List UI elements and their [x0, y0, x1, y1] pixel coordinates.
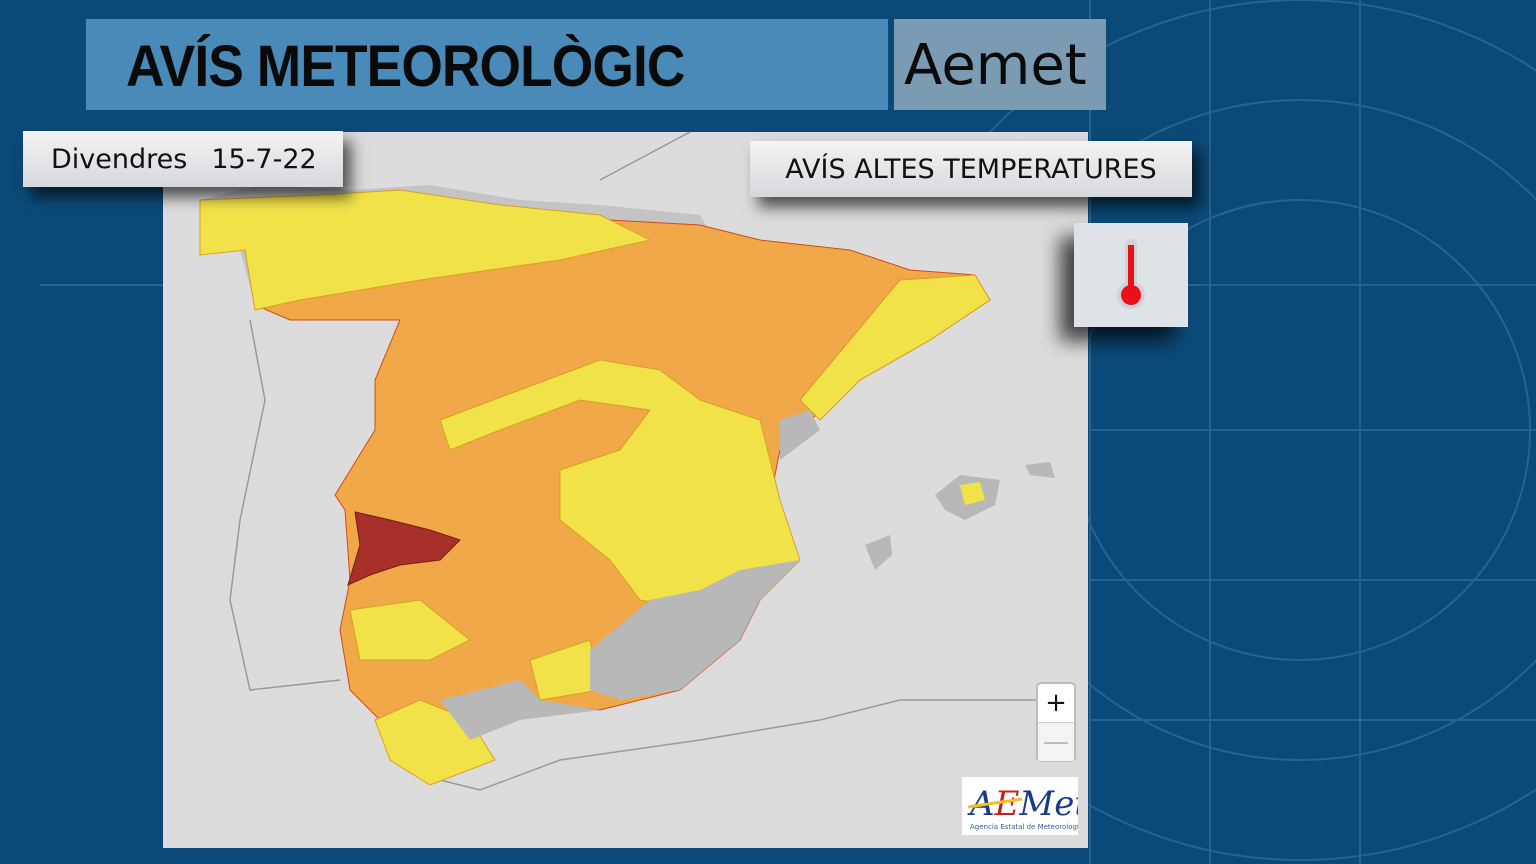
thermometer-icon-box [1074, 223, 1188, 327]
brand-box: Aemet [894, 19, 1106, 110]
date-value: 15-7-22 [211, 143, 317, 175]
balearic-yellow [960, 482, 985, 505]
red-warning-region [347, 511, 461, 586]
warning-type-label: AVÍS ALTES TEMPERATURES [750, 141, 1192, 197]
yellow-region-north [199, 189, 652, 311]
no-warning-malaga-coast [440, 680, 600, 740]
warning-map[interactable] [163, 132, 1088, 848]
brand-name: Aemet [904, 33, 1087, 98]
map-zoom-control: + — [1036, 682, 1076, 762]
no-warning-east-coast [780, 410, 820, 460]
date-label: Divendres 15-7-22 [23, 131, 343, 187]
svg-text:Agencia Estatal de Meteorologí: Agencia Estatal de Meteorología [970, 823, 1078, 831]
title-bar: AVÍS METEOROLÒGIC [86, 19, 888, 110]
balearic-ibiza [865, 535, 892, 570]
day-name: Divendres [51, 143, 188, 175]
aemet-logo: AEMet Agencia Estatal de Meteorología [962, 777, 1078, 835]
spain-map [199, 132, 1055, 791]
thermometer-icon [1117, 239, 1145, 309]
no-warning-south-coast [590, 560, 800, 700]
balearic-menorca [1025, 462, 1055, 478]
yellow-region-south [349, 599, 471, 661]
zoom-in-button[interactable]: + [1045, 688, 1067, 718]
page-title: AVÍS METEOROLÒGIC [126, 34, 685, 99]
zoom-out-button[interactable]: — [1038, 722, 1074, 761]
yellow-region-catalonia [799, 274, 991, 421]
